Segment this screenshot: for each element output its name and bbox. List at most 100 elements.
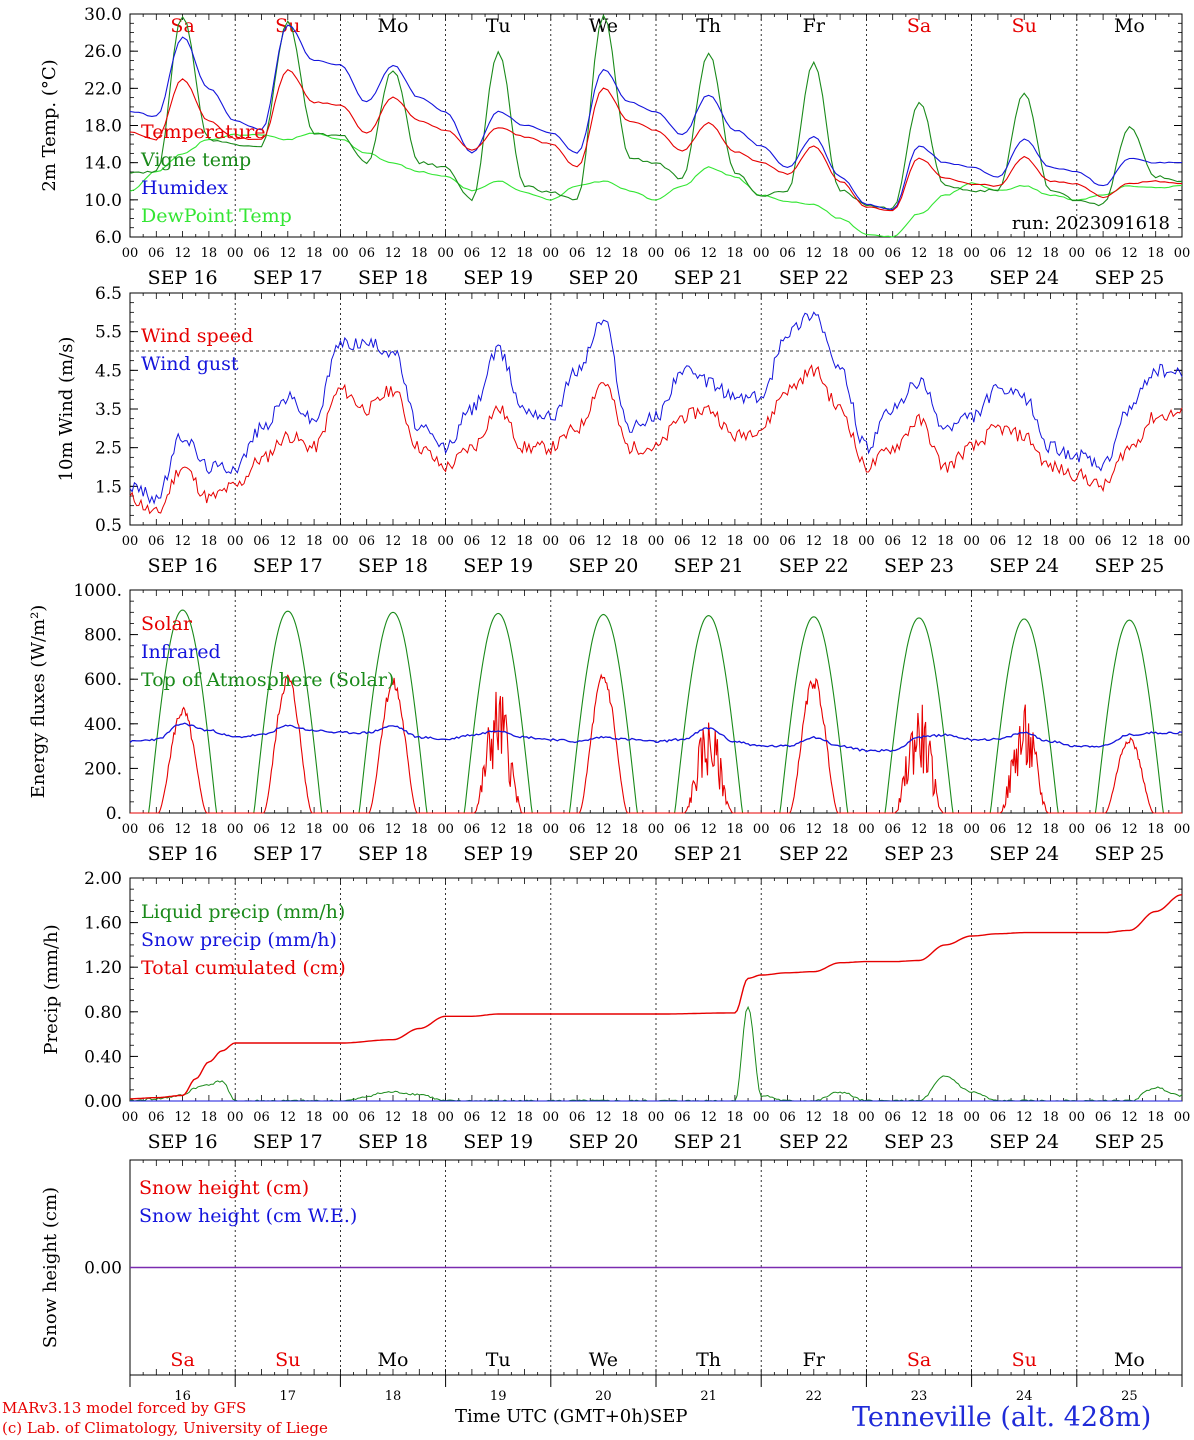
date-label: SEP 21 [674,843,744,865]
day-number-label: 19 [490,1389,507,1404]
hour-tick-label: 12 [1016,822,1033,837]
hour-tick-label: 06 [884,534,901,549]
hour-tick-label: 06 [569,246,586,261]
date-label: SEP 17 [253,843,323,865]
date-label: SEP 21 [674,555,744,577]
hour-tick-label: 06 [674,246,691,261]
date-label: SEP 16 [148,1131,218,1153]
hour-tick-label: 18 [201,246,218,261]
weekday-label: Sa [907,1349,931,1371]
hour-tick-label: 00 [122,822,139,837]
hour-tick-label: 00 [858,1110,875,1125]
hour-tick-label: 12 [174,1110,191,1125]
hour-tick-label: 12 [1016,246,1033,261]
series-line [129,24,1183,211]
date-label: SEP 18 [358,555,428,577]
hour-tick-label: 06 [674,822,691,837]
y-tick-label: 0.40 [84,1047,122,1067]
legend-entry: Snow precip (mm/h) [141,929,337,951]
hour-tick-label: 12 [280,1110,297,1125]
hour-tick-label: 06 [358,246,375,261]
hour-tick-label: 06 [253,1110,270,1125]
hour-tick-label: 06 [1095,822,1112,837]
hour-tick-label: 18 [621,534,638,549]
hour-tick-label: 06 [674,534,691,549]
hour-tick-label: 18 [832,534,849,549]
hour-tick-label: 06 [464,1110,481,1125]
hour-tick-label: 00 [648,1110,665,1125]
hour-tick-label: 00 [543,1110,560,1125]
hour-tick-label: 06 [779,534,796,549]
month-label: SEP [649,1406,688,1427]
y-axis-label: Precip (mm/h) [41,924,62,1054]
date-label: SEP 17 [253,1131,323,1153]
hour-tick-label: 06 [569,534,586,549]
y-tick-label: 0.5 [95,516,122,536]
hour-tick-label: 00 [648,534,665,549]
hour-tick-label: 12 [700,246,717,261]
hour-tick-label: 18 [727,534,744,549]
weekday-label: We [589,15,618,37]
legend-entry: Wind gust [141,353,239,375]
date-label: SEP 22 [779,555,849,577]
weekday-label: Sa [170,15,194,37]
hour-tick-label: 12 [280,534,297,549]
date-label: SEP 17 [253,267,323,289]
hour-tick-label: 00 [543,822,560,837]
hour-tick-label: 00 [543,534,560,549]
hour-tick-label: 12 [700,1110,717,1125]
hour-tick-label: 00 [227,246,244,261]
hour-tick-label: 06 [1095,246,1112,261]
hour-tick-label: 00 [122,534,139,549]
hour-tick-label: 00 [1069,534,1086,549]
hour-tick-label: 18 [411,822,428,837]
y-tick-label: 10.0 [84,191,122,211]
temperature-panel: 6.0 10.0 14.0 18.0 22.0 26.0 30.0 2m Temp. (°C)… [39,5,1190,289]
date-label: SEP 22 [779,1131,849,1153]
hour-tick-label: 18 [727,822,744,837]
hour-tick-label: 18 [201,822,218,837]
date-label: SEP 25 [1094,555,1164,577]
hour-tick-label: 18 [516,1110,533,1125]
hour-tick-label: 00 [648,822,665,837]
time-axis-label: Time UTC (GMT+0h)SEP [455,1406,687,1427]
hour-tick-label: 12 [280,246,297,261]
date-label: SEP 19 [463,555,533,577]
hour-tick-label: 18 [1042,1110,1059,1125]
hour-tick-label: 18 [516,534,533,549]
hour-tick-label: 00 [1174,534,1191,549]
hour-tick-label: 06 [990,534,1007,549]
legend-entry: Wind speed [141,325,253,347]
hour-tick-label: 18 [937,822,954,837]
y-tick-label: 400. [84,715,122,735]
date-label: SEP 24 [989,267,1059,289]
hour-tick-label: 12 [385,246,402,261]
day-number-label: 23 [911,1389,928,1404]
hour-tick-label: 06 [148,822,165,837]
hour-tick-label: 18 [306,1110,323,1125]
hour-tick-label: 00 [858,246,875,261]
y-tick-label: 0.00 [84,1092,122,1112]
legend-entry: Solar [141,613,193,635]
hour-tick-label: 00 [753,246,770,261]
hour-tick-label: 18 [306,822,323,837]
hour-tick-label: 12 [490,1110,507,1125]
date-label: SEP 19 [463,843,533,865]
day-number-label: 22 [806,1389,823,1404]
date-label: SEP 24 [989,555,1059,577]
weekday-label: Mo [1114,1349,1145,1371]
wind-panel: 0.5 1.5 2.5 3.5 4.5 5.5 6.5 10m Wind (m/s) 00 06 1… [56,284,1190,577]
hour-tick-label: 00 [437,822,454,837]
hour-tick-label: 00 [1174,822,1191,837]
y-tick-label: 2.5 [95,439,122,459]
hour-tick-label: 18 [306,534,323,549]
hour-tick-label: 12 [1121,822,1138,837]
date-label: SEP 16 [148,267,218,289]
weekday-label: Th [696,15,721,37]
hour-tick-label: 00 [332,1110,349,1125]
station-label: Tenneville (alt. 428m) [852,1402,1152,1433]
weekday-label: Mo [378,15,409,37]
y-tick-label: 6.5 [95,284,122,304]
date-label: SEP 20 [568,1131,638,1153]
hour-tick-label: 12 [911,1110,928,1125]
